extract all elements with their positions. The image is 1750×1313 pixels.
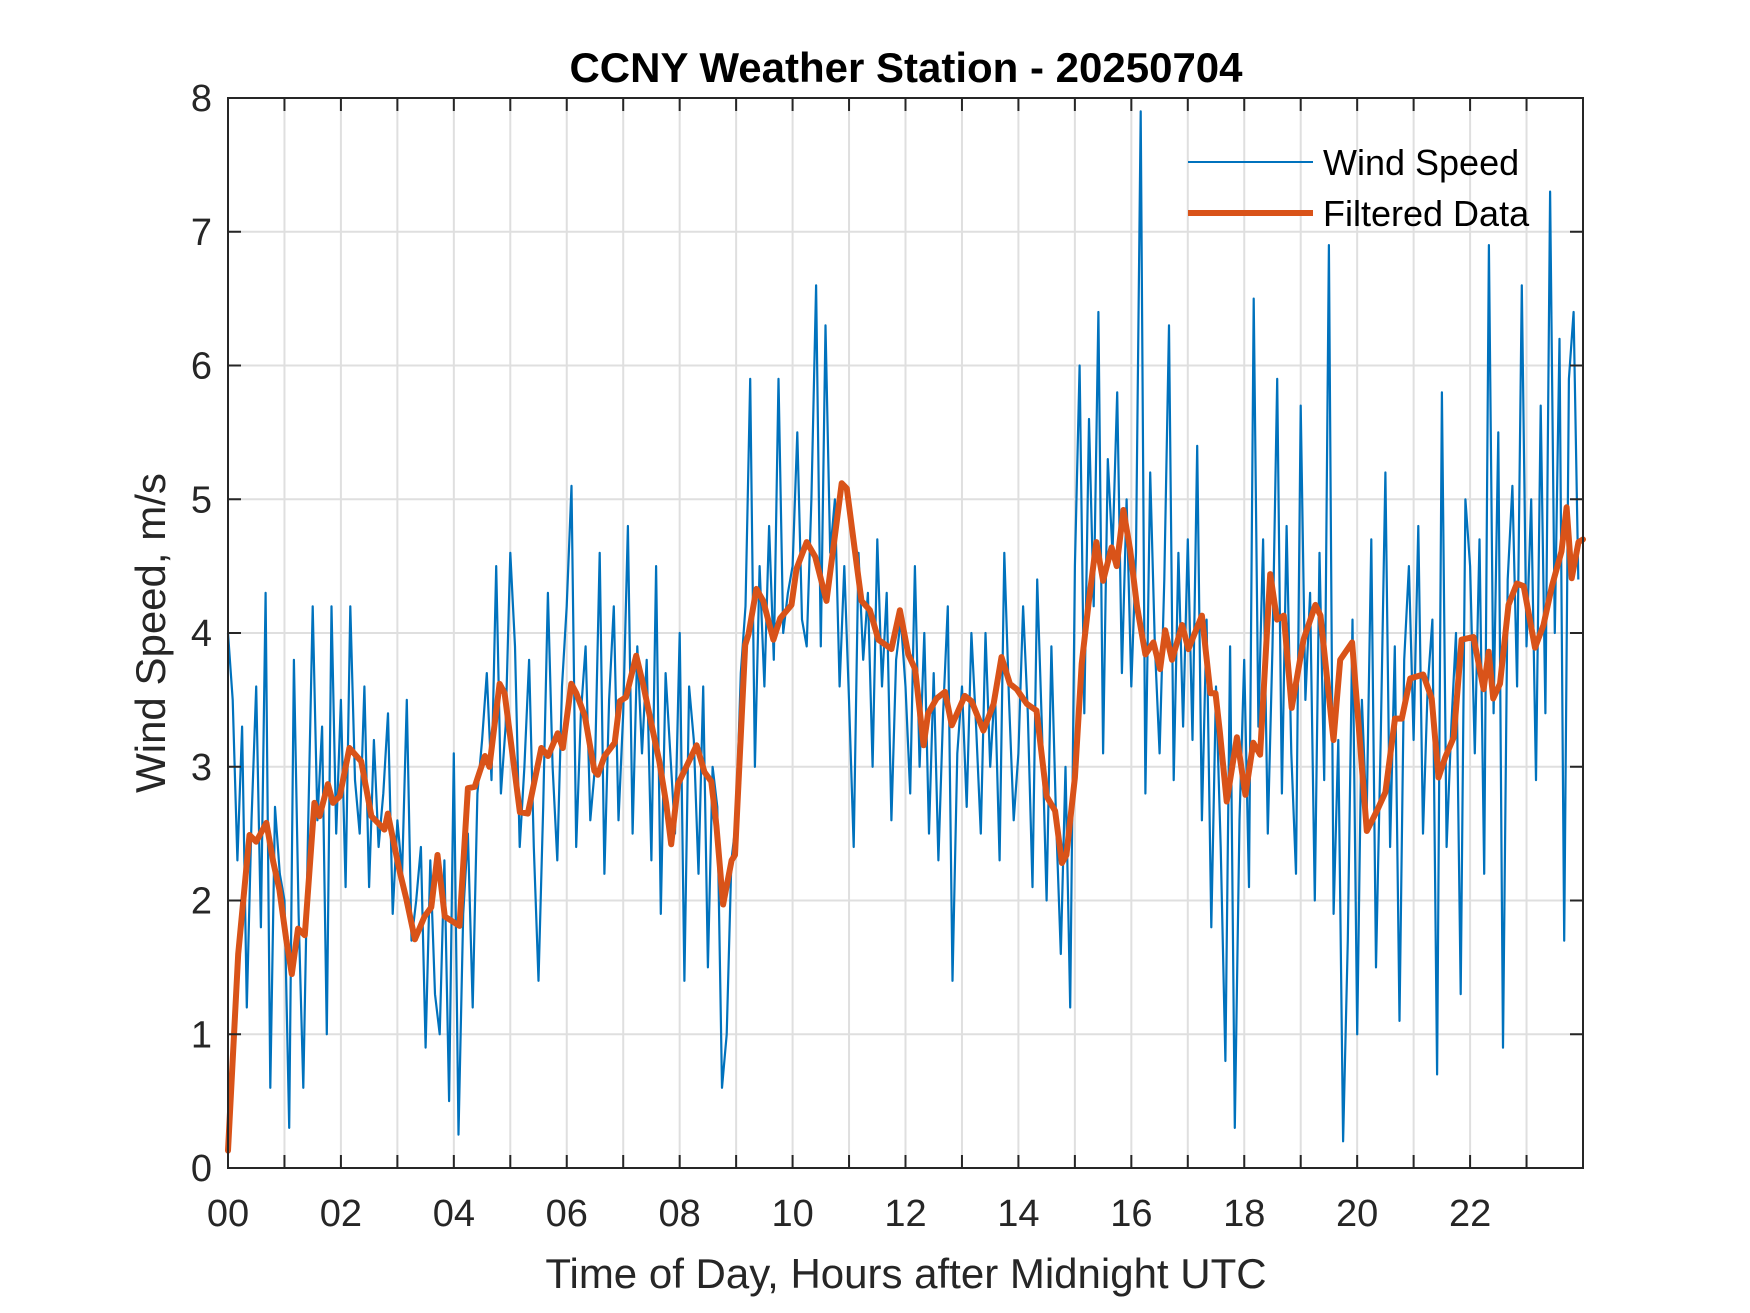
x-tick-label: 16: [1110, 1193, 1152, 1235]
legend: Wind Speed Filtered Data: [1188, 142, 1530, 234]
legend-label-wind-speed: Wind Speed: [1323, 142, 1519, 183]
y-tick-label: 8: [191, 78, 212, 120]
y-tick-label: 3: [191, 747, 212, 789]
x-tick-label: 14: [997, 1193, 1039, 1235]
y-tick-label: 1: [191, 1014, 212, 1056]
y-tick-label: 4: [191, 613, 212, 655]
legend-label-filtered-data: Filtered Data: [1323, 193, 1530, 234]
filtered-data-line: [225, 480, 1586, 1154]
y-tick-labels: 0 1 2 3 4 5 6 7 8: [191, 78, 212, 1190]
axis-ticks: [227, 97, 1583, 1169]
x-tick-label: 20: [1336, 1193, 1378, 1235]
y-tick-label: 0: [191, 1148, 212, 1190]
x-axis-label: Time of Day, Hours after Midnight UTC: [545, 1250, 1266, 1297]
x-tick-label: 00: [207, 1193, 249, 1235]
x-tick-labels: 00 02 04 06 08 10 12 14 16 18 20 22: [207, 1193, 1491, 1235]
x-tick-label: 22: [1449, 1193, 1491, 1235]
y-tick-label: 5: [191, 479, 212, 521]
x-tick-label: 18: [1223, 1193, 1265, 1235]
y-axis-label: Wind Speed, m/s: [127, 473, 174, 793]
x-tick-label: 02: [320, 1193, 362, 1235]
x-tick-label: 10: [771, 1193, 813, 1235]
chart-title: CCNY Weather Station - 20250704: [569, 44, 1243, 91]
y-tick-label: 7: [191, 212, 212, 254]
x-tick-label: 04: [433, 1193, 475, 1235]
x-tick-label: 08: [659, 1193, 701, 1235]
filtered-data-series: [225, 480, 1586, 1154]
y-tick-label: 2: [191, 881, 212, 923]
x-tick-label: 06: [546, 1193, 588, 1235]
y-tick-label: 6: [191, 346, 212, 388]
x-tick-label: 12: [884, 1193, 926, 1235]
